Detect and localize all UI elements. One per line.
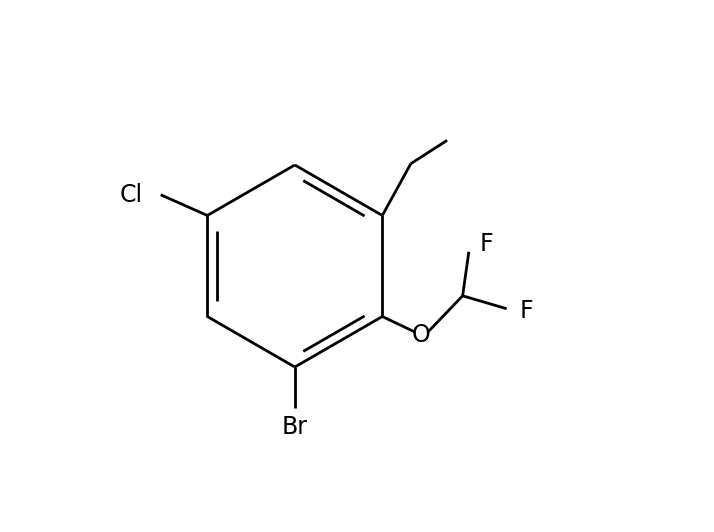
Text: O: O <box>412 322 431 346</box>
Text: Br: Br <box>282 414 308 438</box>
Text: F: F <box>520 299 533 323</box>
Text: F: F <box>479 232 493 256</box>
Text: Cl: Cl <box>119 182 143 206</box>
